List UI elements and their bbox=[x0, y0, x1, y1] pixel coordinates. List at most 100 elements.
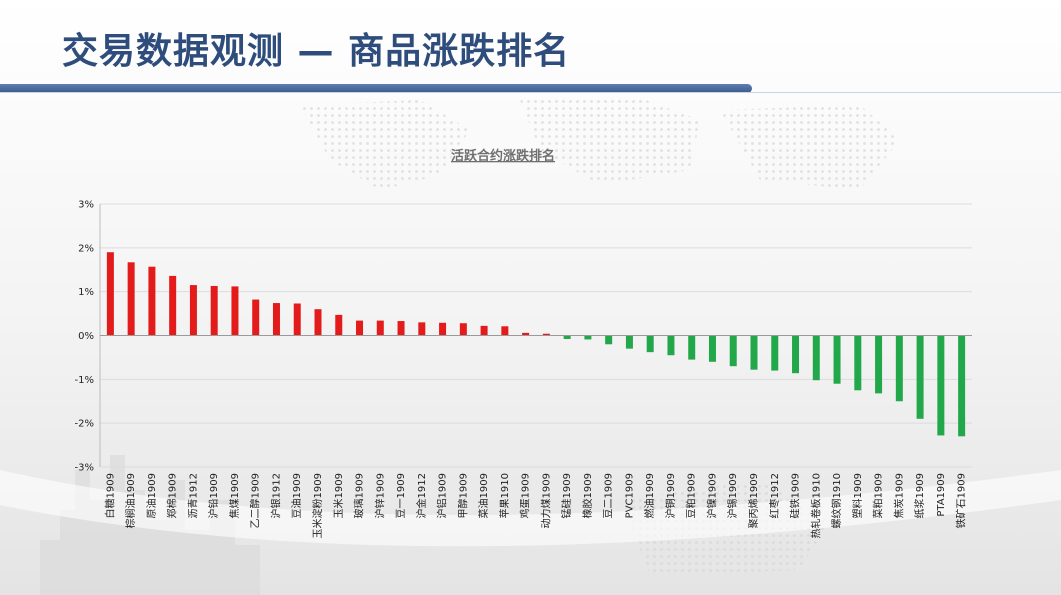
x-tick-label: 菜粕1909 bbox=[872, 473, 885, 518]
bar bbox=[958, 335, 966, 437]
bar bbox=[397, 321, 405, 336]
x-tick-label: 豆粕1909 bbox=[685, 473, 698, 518]
bar bbox=[293, 303, 301, 336]
bar bbox=[542, 333, 550, 336]
bar bbox=[605, 335, 613, 345]
bar bbox=[210, 285, 218, 336]
y-tick-label: 3% bbox=[78, 200, 94, 211]
bar bbox=[501, 326, 509, 336]
bar bbox=[252, 299, 260, 336]
y-tick-label: -3% bbox=[75, 463, 94, 474]
x-tick-label: 红枣1912 bbox=[768, 473, 781, 518]
bar bbox=[106, 252, 114, 336]
x-tick-label: 鸡蛋1909 bbox=[519, 473, 532, 518]
bar bbox=[771, 335, 779, 371]
bar bbox=[646, 335, 654, 353]
bar bbox=[688, 335, 696, 360]
x-tick-label: 豆二1909 bbox=[603, 473, 615, 518]
x-tick-label: 玻璃1909 bbox=[353, 473, 366, 518]
bar bbox=[480, 325, 488, 336]
x-tick-label: 橡胶1909 bbox=[581, 473, 594, 518]
bars bbox=[106, 252, 966, 437]
x-tick-label: 棕榈油1909 bbox=[124, 473, 137, 528]
bar bbox=[750, 335, 758, 370]
axes bbox=[99, 204, 972, 467]
x-tick-label: 沪铝1909 bbox=[436, 473, 449, 518]
y-tick-labels: -3% -2% -1% 0% 1% 2% 3% bbox=[75, 200, 94, 474]
x-tick-label: 玉米淀粉1909 bbox=[311, 473, 324, 538]
x-tick-label: 苹果1910 bbox=[498, 473, 511, 518]
x-tick-label: 玉米1909 bbox=[332, 473, 345, 518]
bar bbox=[127, 262, 135, 336]
bar bbox=[522, 332, 530, 336]
x-tick-label: 甲醇1909 bbox=[456, 473, 469, 518]
y-tick-label: 2% bbox=[78, 243, 94, 254]
bar bbox=[584, 335, 592, 340]
x-tick-label: 白糖1909 bbox=[103, 473, 116, 518]
x-tick-label: 豆油1909 bbox=[290, 473, 303, 518]
x-tick-label: 沪镍1909 bbox=[705, 473, 718, 518]
x-tick-label: 锰硅1909 bbox=[560, 473, 573, 518]
x-tick-label: 沪银1912 bbox=[269, 473, 282, 518]
bar bbox=[231, 286, 239, 336]
x-tick-label: 纸浆1909 bbox=[913, 473, 926, 518]
bar bbox=[418, 322, 426, 336]
x-tick-label: PTA1909 bbox=[936, 473, 947, 517]
page-title: 交易数据观测 — 商品涨跌排名 bbox=[62, 31, 571, 72]
x-tick-label: 焦炭1909 bbox=[892, 473, 905, 518]
x-tick-label: 豆一1909 bbox=[395, 473, 407, 518]
bar bbox=[875, 335, 883, 394]
x-tick-label: 螺纹钢1910 bbox=[830, 473, 843, 528]
bar bbox=[189, 285, 197, 336]
bar bbox=[376, 320, 384, 336]
bar bbox=[272, 303, 280, 336]
x-tick-label: 聚丙烯1909 bbox=[747, 473, 760, 528]
bar bbox=[148, 266, 156, 336]
x-tick-label: 热轧卷板1910 bbox=[809, 473, 822, 538]
bar bbox=[729, 335, 737, 367]
y-tick-label: 0% bbox=[78, 331, 94, 342]
bar bbox=[335, 314, 343, 336]
title-divider-line bbox=[0, 92, 1061, 93]
bar bbox=[792, 335, 800, 374]
x-tick-label: 沪铜1909 bbox=[664, 473, 677, 518]
bar bbox=[708, 335, 716, 362]
x-tick-label: 燃油1909 bbox=[643, 473, 656, 518]
x-tick-label: 沪铅1909 bbox=[207, 473, 220, 518]
bar bbox=[937, 335, 945, 436]
x-tick-label: 沪锡1909 bbox=[726, 473, 739, 518]
y-tick-label: -1% bbox=[75, 375, 94, 386]
bar bbox=[812, 335, 820, 381]
title-underline-bar bbox=[0, 84, 752, 93]
x-tick-label: 原油1909 bbox=[145, 473, 158, 518]
x-tick-label: 郑棉1909 bbox=[166, 473, 179, 518]
x-tick-label: 硅铁1909 bbox=[789, 473, 802, 518]
x-tick-label: 焦煤1909 bbox=[228, 473, 241, 518]
bar bbox=[895, 335, 903, 402]
x-tick-label: PVC1909 bbox=[624, 473, 635, 518]
chart-title: 活跃合约涨跌排名 bbox=[451, 148, 555, 164]
x-tick-label: 菜油1909 bbox=[477, 473, 490, 518]
y-tick-label: 1% bbox=[78, 287, 94, 298]
bar bbox=[854, 335, 862, 391]
bar bbox=[459, 323, 467, 336]
x-tick-label: 沪锌1909 bbox=[373, 473, 386, 518]
bar bbox=[356, 320, 364, 336]
grid-lines bbox=[100, 203, 972, 468]
x-tick-label: 乙二醇1909 bbox=[249, 473, 262, 528]
x-tick-label: 铁矿石1909 bbox=[955, 473, 968, 528]
bar bbox=[563, 335, 571, 340]
bar bbox=[833, 335, 841, 384]
swoosh-decoration bbox=[0, 470, 1061, 547]
bar bbox=[625, 335, 633, 349]
x-tick-label: 动力煤1909 bbox=[539, 473, 552, 528]
bar bbox=[314, 309, 322, 336]
y-tick-label: -2% bbox=[75, 419, 94, 430]
x-tick-label: 沪金1912 bbox=[415, 473, 428, 518]
bar bbox=[169, 275, 177, 336]
bar bbox=[667, 335, 675, 356]
x-tick-label: 塑料1909 bbox=[851, 473, 864, 518]
bar bbox=[439, 322, 447, 336]
